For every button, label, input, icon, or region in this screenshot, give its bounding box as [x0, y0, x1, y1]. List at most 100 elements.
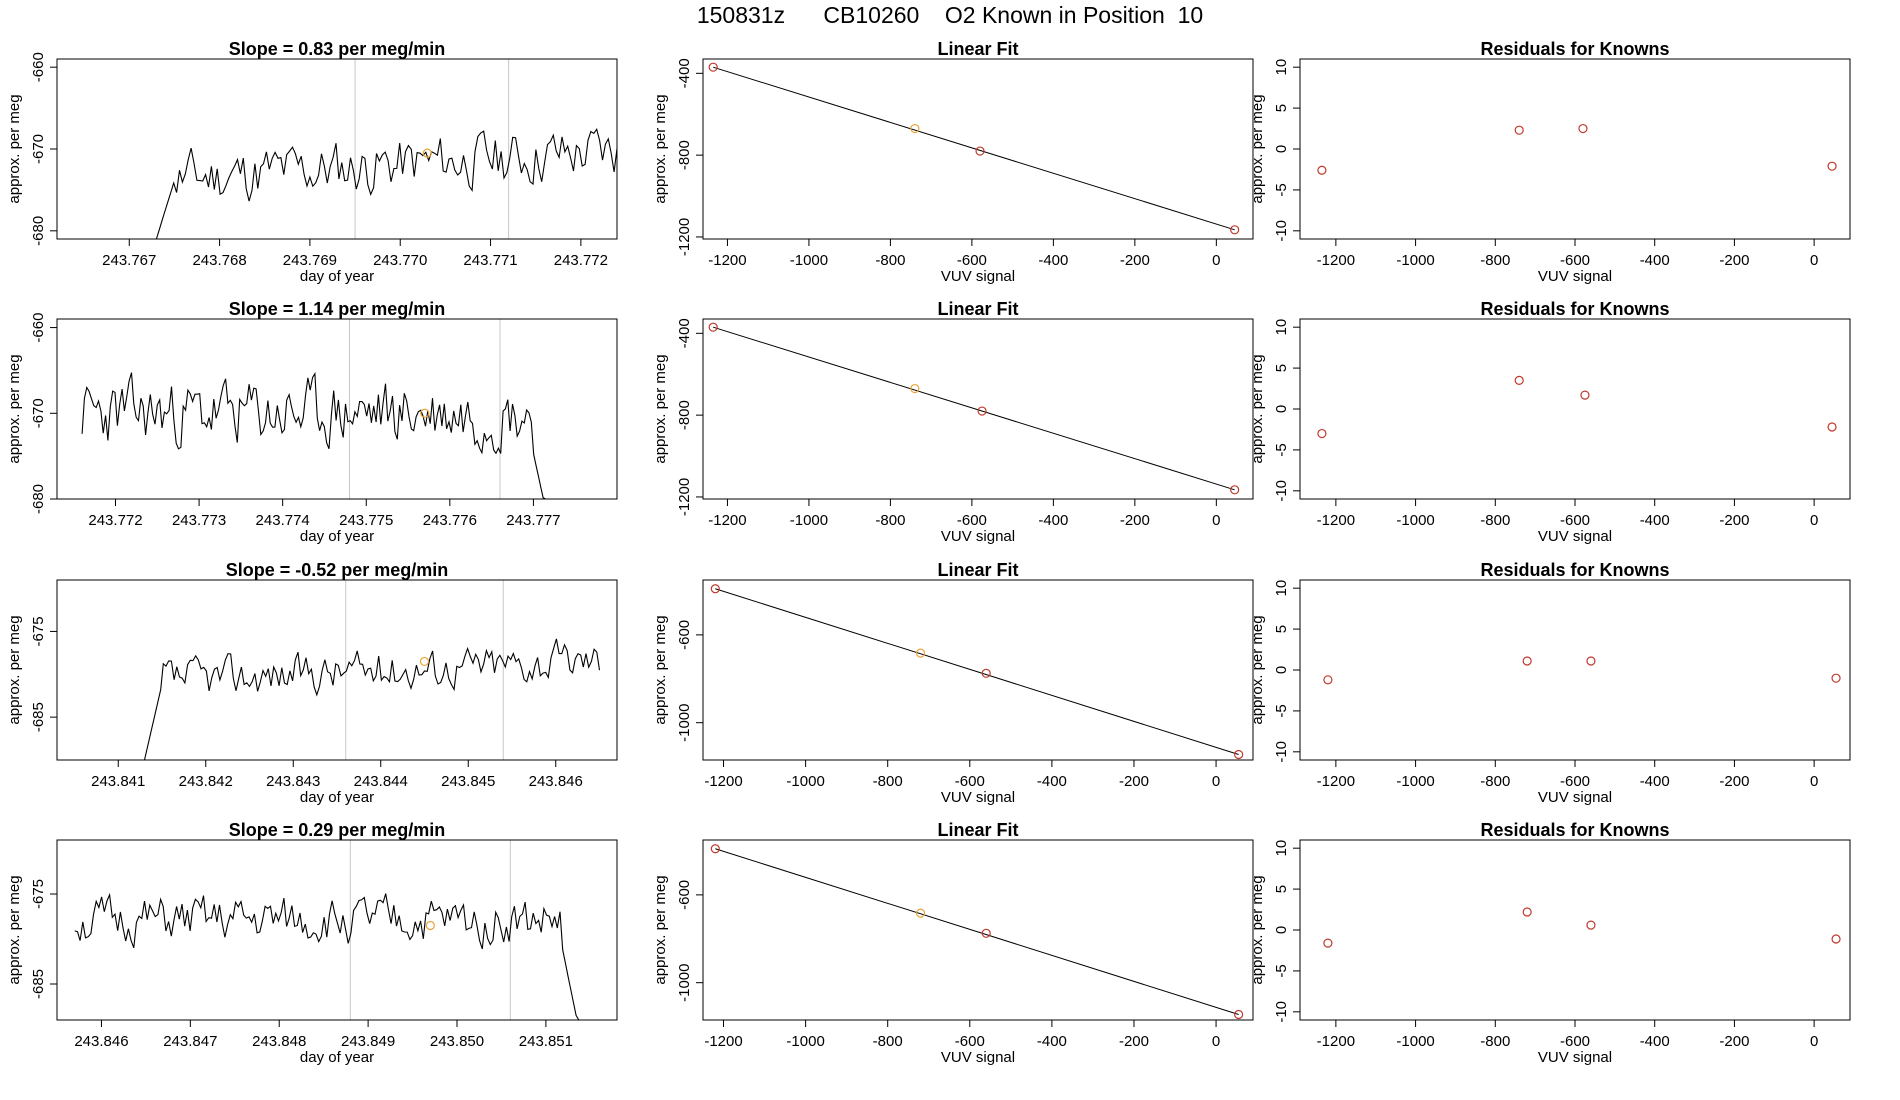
y-tick-label: -800 — [676, 140, 693, 170]
y-axis-label: approx. per meg — [1249, 875, 1266, 984]
x-tick-label: -1000 — [1396, 773, 1434, 790]
data-point — [1323, 675, 1333, 685]
panel-title: Slope = 0.83 per meg/min — [229, 39, 446, 59]
data-point — [1827, 422, 1837, 432]
x-tick-label: -1200 — [1317, 773, 1355, 790]
x-tick-label: 243.772 — [554, 252, 608, 269]
x-tick-label: 243.773 — [172, 512, 226, 529]
panel-r2-c3: Residuals for Knowns-1200 -1000 -800 -600 -4… — [1249, 299, 1851, 545]
data-point — [1514, 125, 1524, 135]
y-tick-label: -1000 — [676, 963, 693, 1001]
x-tick-label: -400 — [1038, 252, 1068, 269]
y-tick-label: -685 — [30, 702, 47, 732]
y-tick-label: 5 — [1273, 104, 1290, 112]
x-tick-label: -800 — [873, 773, 903, 790]
x-tick-label: -800 — [873, 1033, 903, 1050]
y-tick-label: 0 — [1273, 145, 1290, 153]
plot-frame — [1299, 839, 1851, 1021]
x-tick-label: -600 — [1560, 252, 1590, 269]
x-tick-label: -600 — [1560, 512, 1590, 529]
x-tick-label: -400 — [1037, 773, 1067, 790]
plot-frame — [56, 318, 618, 500]
y-axis-label: approx. per meg — [6, 94, 23, 203]
panel-title: Linear Fit — [937, 560, 1018, 580]
x-tick-label: 243.849 — [341, 1033, 395, 1050]
x-tick-label: 0 — [1212, 512, 1220, 529]
x-tick-label: 0 — [1212, 773, 1220, 790]
x-axis-label: day of year — [300, 1049, 374, 1066]
fit-line — [715, 588, 1239, 755]
y-tick-label: -10 — [1273, 741, 1290, 763]
x-axis-label: VUV signal — [1538, 528, 1612, 545]
y-tick-label: -670 — [30, 398, 47, 428]
x-axis-label: day of year — [300, 789, 374, 806]
known-point — [422, 148, 432, 158]
x-tick-label: -1200 — [1317, 252, 1355, 269]
panel-r3-c2: Linear Fit -1200 -1000 -800 -600 -400 -200 0 -60… — [652, 560, 1254, 806]
x-tick-label: 243.767 — [102, 252, 156, 269]
plot-frame — [1299, 58, 1851, 240]
x-axis-label: VUV signal — [941, 1049, 1015, 1066]
x-tick-label: -600 — [955, 1033, 985, 1050]
data-point — [1827, 161, 1837, 171]
data-point — [1580, 390, 1590, 400]
x-tick-label: -400 — [1640, 773, 1670, 790]
x-tick-label: -200 — [1119, 773, 1149, 790]
x-tick-label: 243.842 — [179, 773, 233, 790]
x-tick-label: -400 — [1640, 512, 1670, 529]
x-tick-label: -1000 — [786, 1033, 824, 1050]
data-point — [1586, 656, 1596, 666]
panel-title: Slope = -0.52 per meg/min — [226, 560, 449, 580]
x-tick-label: -1000 — [790, 252, 828, 269]
plot-frame — [702, 58, 1254, 240]
x-tick-label: -800 — [875, 252, 905, 269]
y-tick-label: -675 — [30, 879, 47, 909]
panel-title: Linear Fit — [937, 299, 1018, 319]
x-axis-label: VUV signal — [1538, 1049, 1612, 1066]
data-point — [1230, 225, 1240, 235]
data-point — [710, 584, 720, 594]
series-line — [57, 128, 618, 240]
y-axis-label: approx. per meg — [6, 354, 23, 463]
panel-title: Residuals for Knowns — [1480, 820, 1669, 840]
y-axis-label: approx. per meg — [6, 875, 23, 984]
x-tick-label: -800 — [875, 512, 905, 529]
y-axis-label: approx. per meg — [652, 94, 669, 203]
fit-line — [715, 848, 1239, 1015]
data-point — [1234, 1009, 1244, 1020]
panel-r4-c3: Residuals for Knowns-1200 -1000 -800 -600 -4… — [1249, 820, 1851, 1066]
y-tick-label: -1200 — [676, 478, 693, 516]
x-tick-label: 243.774 — [256, 512, 310, 529]
plot-frame — [1299, 579, 1851, 761]
panel-title: Residuals for Knowns — [1480, 560, 1669, 580]
x-tick-label: -1000 — [1396, 512, 1434, 529]
x-tick-label: -600 — [957, 512, 987, 529]
x-tick-label: -1200 — [708, 512, 746, 529]
x-tick-label: 243.843 — [266, 773, 320, 790]
y-tick-label: -1200 — [676, 218, 693, 256]
y-tick-label: -5 — [1273, 964, 1290, 977]
panel-r1-c2: Linear Fit -1200 -1000 -800 -600 -400 -200 0 -40… — [652, 39, 1254, 285]
x-tick-label: 243.769 — [283, 252, 337, 269]
plot-frame — [56, 579, 618, 761]
x-tick-label: -1200 — [704, 1033, 742, 1050]
y-tick-label: -400 — [676, 318, 693, 348]
x-axis-label: VUV signal — [1538, 789, 1612, 806]
y-tick-label: -5 — [1273, 183, 1290, 196]
y-tick-label: -1000 — [676, 703, 693, 741]
x-tick-label: -1000 — [790, 512, 828, 529]
data-point — [975, 146, 985, 156]
x-tick-label: -600 — [1560, 1033, 1590, 1050]
panel-r1-c1: Slope = 0.83 per meg/min 243.767 243.768 24… — [6, 39, 618, 285]
x-tick-label: 243.775 — [339, 512, 393, 529]
x-tick-label: 0 — [1810, 773, 1818, 790]
y-tick-label: -670 — [30, 134, 47, 164]
panel-title: Residuals for Knowns — [1480, 39, 1669, 59]
y-tick-label: 5 — [1273, 364, 1290, 372]
data-point — [915, 908, 926, 918]
y-tick-label: -10 — [1273, 220, 1290, 242]
x-tick-label: 243.846 — [74, 1033, 128, 1050]
x-tick-label: 243.851 — [519, 1033, 573, 1050]
x-axis-label: day of year — [300, 528, 374, 545]
